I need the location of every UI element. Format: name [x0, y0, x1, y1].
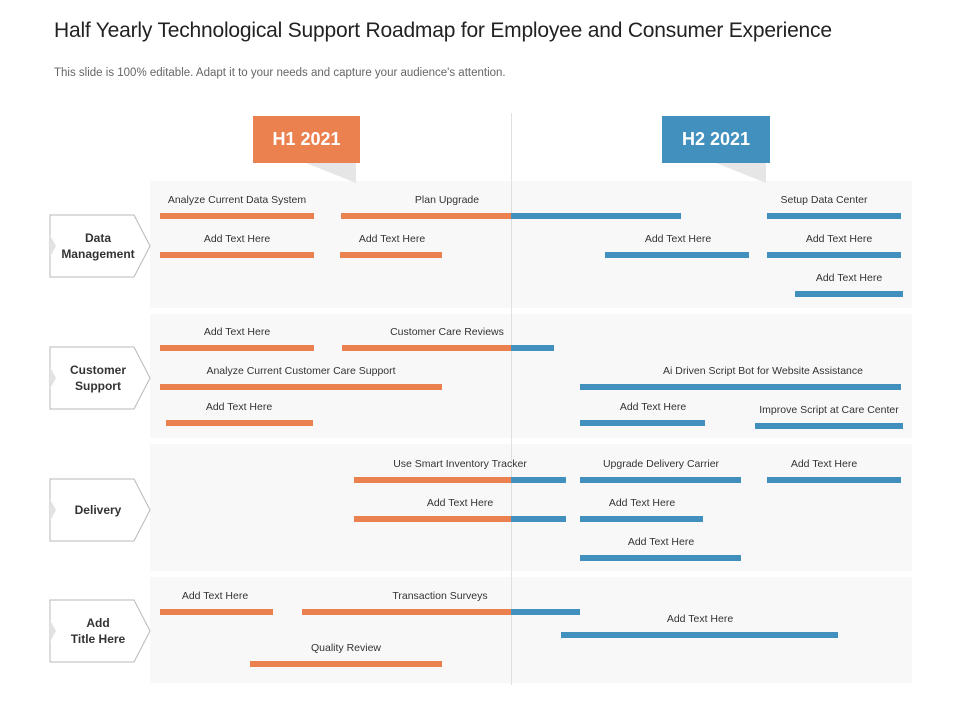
task-label: Add Text Here: [666, 613, 734, 625]
task-bar: [342, 345, 554, 351]
task-label: Use Smart Inventory Tracker: [393, 458, 527, 470]
task-label: Setup Data Center: [780, 194, 868, 206]
task-bar: [160, 345, 314, 351]
task-label: Add Text Here: [358, 233, 426, 245]
phase-h2-shadow: [716, 163, 766, 183]
task-bar: [605, 252, 749, 258]
task-bar: [561, 632, 838, 638]
task-label: Add Text Here: [203, 233, 271, 245]
task-bar: [580, 516, 703, 522]
half-year-divider: [511, 113, 512, 685]
arrow-tag-icon: [49, 214, 151, 278]
task-label: Add Text Here: [790, 458, 858, 470]
task-bar: [755, 423, 903, 429]
task-bar: [767, 477, 901, 483]
row-band-delivery: [150, 444, 912, 571]
task-bar: [795, 291, 903, 297]
task-bar: [354, 516, 566, 522]
task-bar: [580, 420, 705, 426]
task-label: Add Text Here: [205, 401, 273, 413]
task-bar: [302, 609, 580, 615]
task-bar: [160, 609, 273, 615]
task-bar: [580, 477, 741, 483]
task-label: Add Text Here: [619, 401, 687, 413]
task-bar: [767, 252, 901, 258]
task-label: Upgrade Delivery Carrier: [602, 458, 720, 470]
task-label: Add Text Here: [608, 497, 676, 509]
task-bar: [160, 213, 314, 219]
row-band-customer-support: [150, 314, 912, 438]
task-bar: [354, 477, 566, 483]
task-bar: [160, 384, 442, 390]
task-label: Add Text Here: [805, 233, 873, 245]
task-label: Transaction Surveys: [392, 590, 488, 602]
task-bar: [767, 213, 901, 219]
phase-h1-shadow: [306, 163, 356, 183]
task-label: Improve Script at Care Center: [759, 404, 899, 416]
task-label: Add Text Here: [426, 497, 494, 509]
task-bar: [580, 384, 901, 390]
task-label: Add Text Here: [203, 326, 271, 338]
task-bar: [580, 555, 741, 561]
category-customer-support: Customer Support: [48, 345, 152, 411]
page-title: Half Yearly Technological Support Roadma…: [54, 19, 832, 42]
task-label: Plan Upgrade: [414, 194, 480, 206]
task-label: Analyze Current Customer Care Support: [206, 365, 396, 377]
task-bar: [160, 252, 314, 258]
task-label: Add Text Here: [181, 590, 249, 602]
arrow-tag-icon: [49, 478, 151, 542]
phase-h1-header: H1 2021: [253, 116, 360, 163]
category-label: Data Management: [61, 231, 135, 261]
task-label: Analyze Current Data System: [167, 194, 307, 206]
category-label: Delivery: [74, 503, 122, 517]
arrow-tag-icon: [49, 599, 151, 663]
page-subtitle: This slide is 100% editable. Adapt it to…: [54, 67, 506, 79]
arrow-tag-icon: [49, 346, 151, 410]
task-bar: [250, 661, 442, 667]
category-label: Add Title Here: [70, 616, 126, 646]
task-label: Quality Review: [310, 642, 382, 654]
category-add-title: Add Title Here: [48, 598, 152, 664]
row-band-data-management: [150, 181, 912, 308]
task-bar: [341, 213, 681, 219]
task-label: Customer Care Reviews: [390, 326, 504, 338]
task-bar: [166, 420, 313, 426]
row-band-add-title: [150, 577, 912, 683]
category-data-management: Data Management: [48, 213, 152, 279]
task-bar: [340, 252, 442, 258]
task-label: Add Text Here: [627, 536, 695, 548]
category-label: Customer Support: [69, 363, 126, 393]
phase-h2-header: H2 2021: [662, 116, 770, 163]
category-delivery: Delivery: [48, 477, 152, 543]
task-label: Add Text Here: [815, 272, 883, 284]
task-label: Add Text Here: [644, 233, 712, 245]
task-label: Ai Driven Script Bot for Website Assista…: [663, 365, 863, 377]
